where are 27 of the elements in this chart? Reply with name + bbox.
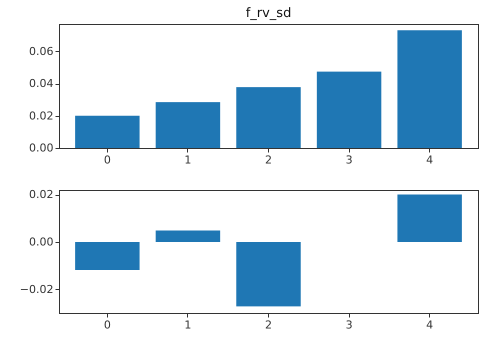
y-tick-label: −0.02	[20, 282, 54, 296]
bar	[316, 72, 382, 148]
bar	[236, 242, 301, 306]
chart-title: f_rv_sd	[246, 6, 292, 21]
bar	[236, 87, 301, 148]
y-tick-label: 0.06	[29, 44, 54, 58]
x-tick-label: 1	[184, 318, 192, 332]
x-tick-label: 0	[104, 154, 111, 166]
y-tick-label: 0.04	[29, 77, 54, 90]
y-tick-label: 0.00	[29, 142, 54, 154]
x-tick-label: 1	[184, 154, 192, 166]
bar	[75, 242, 140, 270]
y-tick-label: 0.00	[29, 236, 54, 249]
bar	[397, 194, 462, 242]
bar	[397, 30, 462, 148]
bar	[156, 230, 220, 242]
x-tick-label: 2	[265, 318, 272, 332]
x-tick-label: 2	[265, 154, 272, 166]
x-tick-label: 0	[104, 318, 111, 332]
bar	[75, 116, 140, 148]
x-tick-label: 4	[426, 154, 434, 166]
y-tick-label: 0.02	[29, 109, 54, 122]
y-tick-label: 0.02	[29, 188, 54, 202]
bar	[156, 102, 220, 148]
x-tick-label: 3	[346, 318, 353, 332]
x-tick-label: 3	[346, 154, 353, 166]
x-tick-label: 4	[426, 318, 434, 332]
